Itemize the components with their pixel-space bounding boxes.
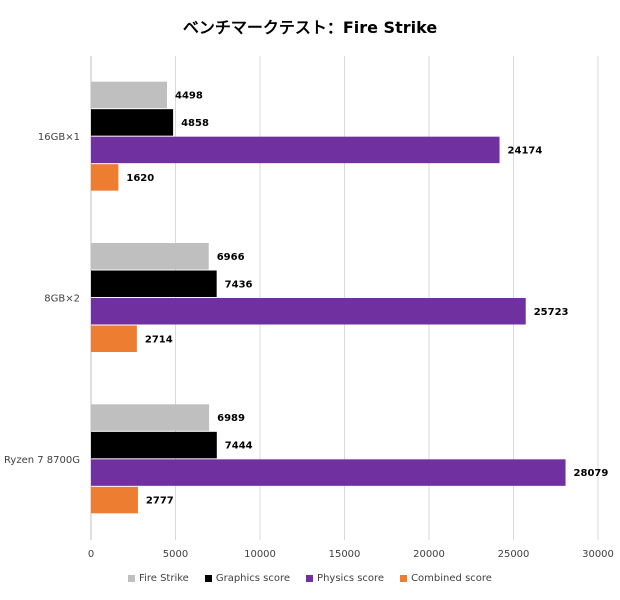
bar <box>91 325 137 352</box>
x-tick-label: 20000 <box>413 549 445 560</box>
legend: Fire Strike Graphics score Physics score Co… <box>0 573 620 584</box>
bar <box>91 404 210 431</box>
category-label: Ryzen 7 8700G <box>4 455 80 466</box>
data-label: 1620 <box>126 173 154 184</box>
data-label: 28079 <box>574 468 609 479</box>
legend-swatch <box>204 575 212 582</box>
legend-swatch <box>306 575 314 582</box>
data-label: 2777 <box>146 496 174 507</box>
data-label: 24174 <box>508 145 543 156</box>
x-tick-label: 15000 <box>329 549 361 560</box>
bar <box>91 243 209 270</box>
x-tick-label: 25000 <box>498 549 530 560</box>
bars <box>91 81 566 514</box>
data-labels: 4498 4858 24174 1620 6966 7436 25723 2714 6989 74… <box>126 90 608 506</box>
data-label: 7436 <box>225 279 253 290</box>
legend-label: Physics score <box>317 573 385 584</box>
bar <box>91 298 526 325</box>
legend-swatch <box>400 575 408 582</box>
data-label: 4498 <box>175 90 203 101</box>
bar <box>91 431 217 459</box>
data-label: 6989 <box>217 413 245 424</box>
data-label: 4858 <box>181 118 209 129</box>
bar <box>91 164 119 191</box>
legend-swatch <box>128 575 136 582</box>
bar <box>91 81 168 109</box>
x-tick-label: 0 <box>88 549 94 560</box>
bar <box>91 459 566 486</box>
x-tick-label: 10000 <box>244 549 276 560</box>
category-label: 16GB×1 <box>38 132 80 143</box>
legend-item: Fire Strike <box>128 573 189 584</box>
legend-label: Fire Strike <box>139 573 189 584</box>
legend-item: Combined score <box>400 573 492 584</box>
bar <box>91 270 217 297</box>
legend-item: Physics score <box>306 573 384 584</box>
legend-label: Graphics score <box>215 573 291 584</box>
data-label: 7444 <box>225 441 253 452</box>
bar <box>91 486 138 514</box>
bar <box>91 136 500 164</box>
category-label: 8GB×2 <box>44 294 80 305</box>
x-tick-label: 5000 <box>163 549 188 560</box>
axes: 0 5000 10000 15000 20000 25000 30000 16GB×1 8GB×… <box>4 132 614 560</box>
bar <box>91 109 174 136</box>
data-label: 6966 <box>217 252 245 263</box>
x-tick-label: 30000 <box>582 549 614 560</box>
legend-label: Combined score <box>411 573 492 584</box>
chart-title: ベンチマークテスト：Fire Strike <box>182 18 438 37</box>
data-label: 2714 <box>145 334 173 345</box>
legend-item: Graphics score <box>204 573 291 584</box>
data-label: 25723 <box>534 307 569 318</box>
